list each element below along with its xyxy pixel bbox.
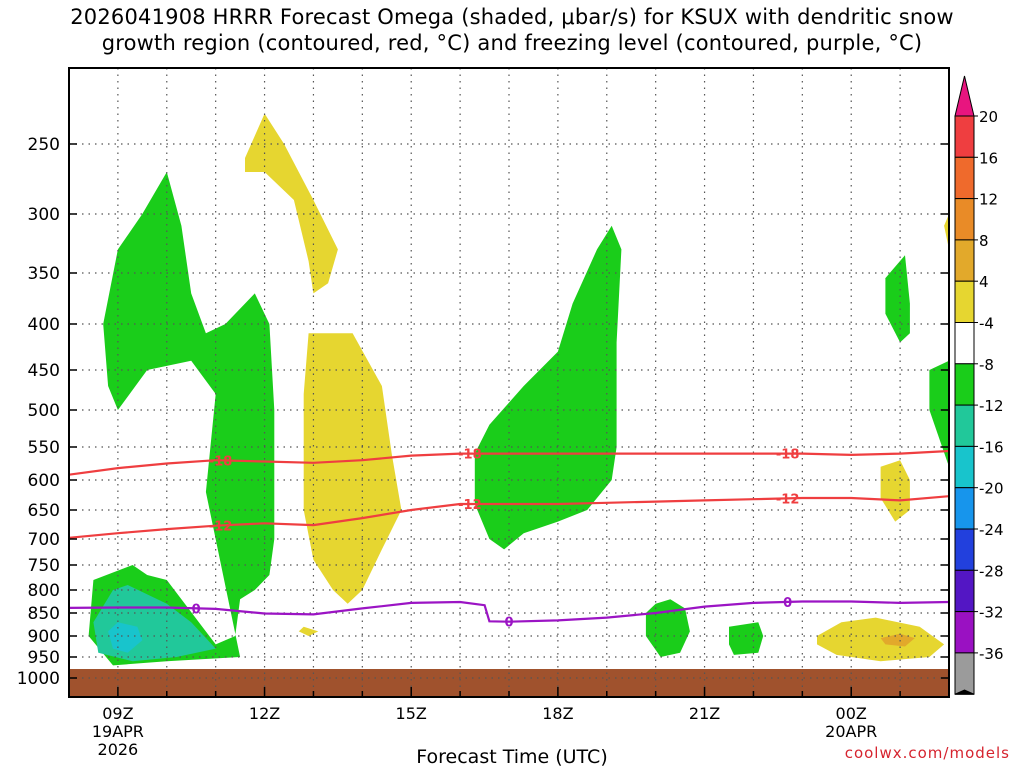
x-tick-label-9-1: 19APR xyxy=(92,722,144,741)
chart-title-line-1: 2026041908 HRRR Forecast Omega (shaded, … xyxy=(70,5,954,29)
y-tick-label-900: 900 xyxy=(28,627,60,647)
x-tick-label-24-1: 20APR xyxy=(825,722,877,741)
contour-label-0-1: -18 xyxy=(458,448,482,463)
grid-layer xyxy=(69,68,949,697)
x-tick-label-24-0: 00Z xyxy=(836,704,867,723)
omega-region-10 xyxy=(729,622,764,655)
contour-label-1-2: -12 xyxy=(776,492,800,507)
colorbar-swatch-13 xyxy=(954,652,975,695)
x-tick-label-12-0: 12Z xyxy=(249,704,280,723)
contour-label-2-0: 0 xyxy=(192,602,201,617)
colorbar-label-13: -36 xyxy=(979,645,1004,663)
x-tick-label-18-0: 18Z xyxy=(542,704,573,723)
y-tick-label-800: 800 xyxy=(28,581,60,601)
colorbar-label-5: -4 xyxy=(979,315,994,333)
contour-line-0 xyxy=(68,449,950,476)
colorbar-label-3: 8 xyxy=(979,232,989,250)
omega-region-0 xyxy=(245,113,338,294)
omega-region-2 xyxy=(298,626,319,636)
contour-layer: -18 -18 -18 -12 -12 -12 0 0 0 xyxy=(68,448,950,631)
contour-label-2-1: 0 xyxy=(504,616,513,631)
y-tick-label-750: 750 xyxy=(28,556,60,576)
colorbar-swatch-2 xyxy=(954,198,975,241)
y-tick-label-850: 850 xyxy=(28,604,60,624)
colorbar-top-arrow xyxy=(954,75,975,117)
contour-label-1-0: -12 xyxy=(209,519,233,534)
colorbar-label-6: -8 xyxy=(979,356,994,374)
contour-label-2-2: 0 xyxy=(783,596,792,611)
x-tick-label-15-0: 15Z xyxy=(396,704,427,723)
colorbar-swatch-9 xyxy=(954,487,975,530)
contour-label-0-2: -18 xyxy=(776,448,800,463)
y-tick-label-500: 500 xyxy=(28,401,60,421)
y-tick-label-600: 600 xyxy=(28,471,60,491)
omega-region-1 xyxy=(303,333,402,604)
x-tick-label-9-2: 2026 xyxy=(98,740,139,759)
y-tick-label-300: 300 xyxy=(28,205,60,225)
contour-line-2 xyxy=(68,600,950,623)
colorbar-swatch-12 xyxy=(954,611,975,654)
colorbar-label-12: -32 xyxy=(979,604,1004,622)
colorbar-label-11: -28 xyxy=(979,562,1004,580)
omega-shading-layer xyxy=(88,113,949,666)
omega-region-5 xyxy=(817,617,945,662)
y-tick-label-250: 250 xyxy=(28,135,60,155)
colorbar: 20 16 12 8 4 -4 -8 -12 -16 -20 -24 -28 -32 -36 xyxy=(954,75,1004,695)
chart-title-line-2: growth region (contoured, red, °C) and f… xyxy=(101,31,923,55)
colorbar-label-9: -20 xyxy=(979,480,1004,498)
colorbar-swatch-4 xyxy=(954,280,975,324)
y-tick-label-550: 550 xyxy=(28,438,60,458)
contour-label-0-0: -18 xyxy=(209,454,233,469)
y-tick-label-700: 700 xyxy=(28,530,60,550)
colorbar-label-2: 12 xyxy=(979,191,998,209)
colorbar-swatch-3 xyxy=(954,239,975,282)
credit-text: coolwx.com/models xyxy=(844,744,1010,762)
colorbar-label-7: -12 xyxy=(979,397,1004,415)
x-tick-label-9-0: 09Z xyxy=(102,704,133,723)
omega-region-11 xyxy=(885,255,910,343)
omega-region-7 xyxy=(88,172,275,666)
colorbar-bottom-arrow xyxy=(954,689,975,695)
colorbar-swatch-11 xyxy=(954,569,975,613)
colorbar-swatch-1 xyxy=(954,156,975,200)
y-axis-ticks: 250 300 350 400 450 500 550 600 650 700 750 800 850 9… xyxy=(17,135,949,689)
colorbar-swatch-0 xyxy=(954,115,975,158)
colorbar-swatch-7 xyxy=(954,404,975,447)
y-tick-label-350: 350 xyxy=(28,264,60,284)
y-tick-label-950: 950 xyxy=(28,648,60,668)
y-tick-label-400: 400 xyxy=(28,315,60,335)
omega-region-6 xyxy=(880,633,915,647)
x-tick-label-21-0: 21Z xyxy=(689,704,720,723)
colorbar-label-0: 20 xyxy=(979,108,998,126)
colorbar-label-8: -16 xyxy=(979,438,1004,456)
colorbar-swatch-6 xyxy=(954,363,975,406)
omega-region-4 xyxy=(944,214,949,250)
y-tick-label-650: 650 xyxy=(28,501,60,521)
colorbar-label-1: 16 xyxy=(979,149,998,167)
contour-label-1-1: -12 xyxy=(458,498,482,513)
omega-region-12 xyxy=(929,360,949,467)
colorbar-swatch-8 xyxy=(954,445,975,489)
colorbar-label-4: 4 xyxy=(979,273,989,291)
y-tick-label-450: 450 xyxy=(28,361,60,381)
contour-line-1 xyxy=(68,495,950,539)
x-axis-label: Forecast Time (UTC) xyxy=(416,746,608,768)
omega-region-8 xyxy=(474,225,622,550)
omega-region-3 xyxy=(880,460,910,522)
omega-region-14 xyxy=(108,622,143,653)
y-tick-label-1000: 1000 xyxy=(17,669,60,689)
colorbar-swatch-10 xyxy=(954,528,975,571)
colorbar-swatch-5 xyxy=(954,322,975,365)
omega-region-9 xyxy=(645,599,690,657)
colorbar-label-10: -24 xyxy=(979,521,1004,539)
